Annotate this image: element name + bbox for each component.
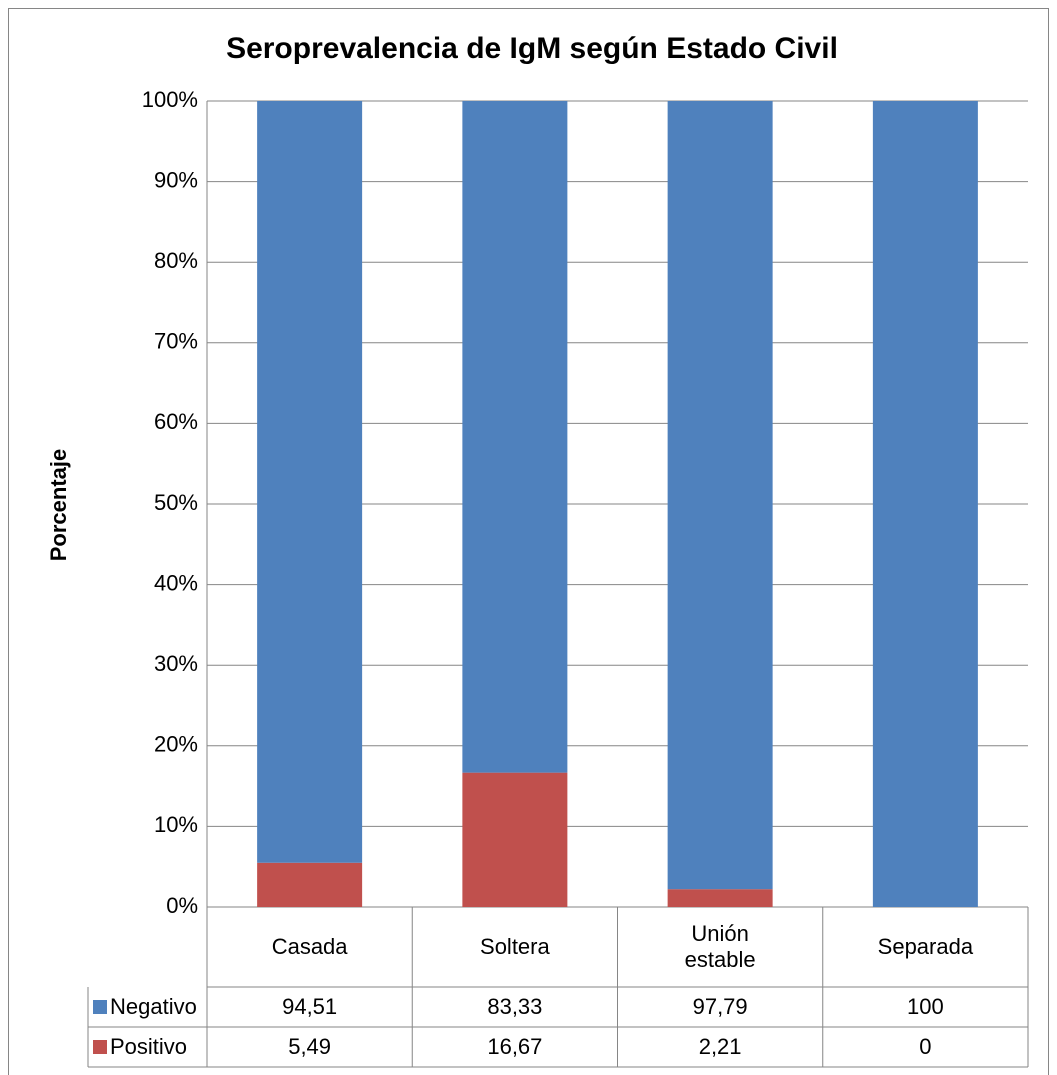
y-tick-label: 30% — [154, 651, 198, 676]
x-tick-label: Casada — [271, 934, 348, 959]
bar-segment — [872, 101, 978, 907]
legend-label: Positivo — [110, 1034, 187, 1059]
table-value: 0 — [919, 1034, 931, 1059]
y-tick-label: 90% — [154, 167, 198, 192]
category-cell: Casada — [271, 934, 348, 959]
legend-swatch — [93, 1000, 107, 1014]
x-tick-label: Soltera — [480, 934, 550, 959]
bar-segment — [462, 772, 568, 907]
y-tick-label: 100% — [142, 87, 198, 112]
legend-label: Negativo — [110, 994, 197, 1019]
bar-segment — [257, 101, 363, 863]
y-tick-label: 20% — [154, 732, 198, 757]
bar-segment — [667, 101, 773, 890]
y-tick-label: 50% — [154, 490, 198, 515]
y-tick-label: 40% — [154, 570, 198, 595]
y-axis-label: Porcentaje — [46, 449, 71, 562]
category-cell: Soltera — [480, 934, 550, 959]
table-value: 5,49 — [288, 1034, 331, 1059]
y-tick-label: 60% — [154, 409, 198, 434]
table-value: 83,33 — [487, 994, 542, 1019]
table-value: 16,67 — [487, 1034, 542, 1059]
y-tick-label: 70% — [154, 329, 198, 354]
x-tick-label: Separada — [877, 934, 974, 959]
category-cell: Separada — [877, 934, 974, 959]
bar-segment — [462, 101, 568, 773]
table-value: 97,79 — [693, 994, 748, 1019]
table-value: 2,21 — [699, 1034, 742, 1059]
x-tick-label: Unión estable — [684, 921, 756, 972]
table-value: 100 — [907, 994, 944, 1019]
chart-title: Seroprevalencia de IgM según Estado Civi… — [226, 32, 838, 65]
y-tick-label: 0% — [166, 893, 198, 918]
y-tick-label: 80% — [154, 248, 198, 273]
bar-segment — [667, 889, 773, 907]
legend-swatch — [93, 1040, 107, 1054]
bar-segment — [257, 862, 363, 907]
y-tick-label: 10% — [154, 812, 198, 837]
category-cell: Unión estable — [684, 921, 756, 972]
table-value: 94,51 — [282, 994, 337, 1019]
